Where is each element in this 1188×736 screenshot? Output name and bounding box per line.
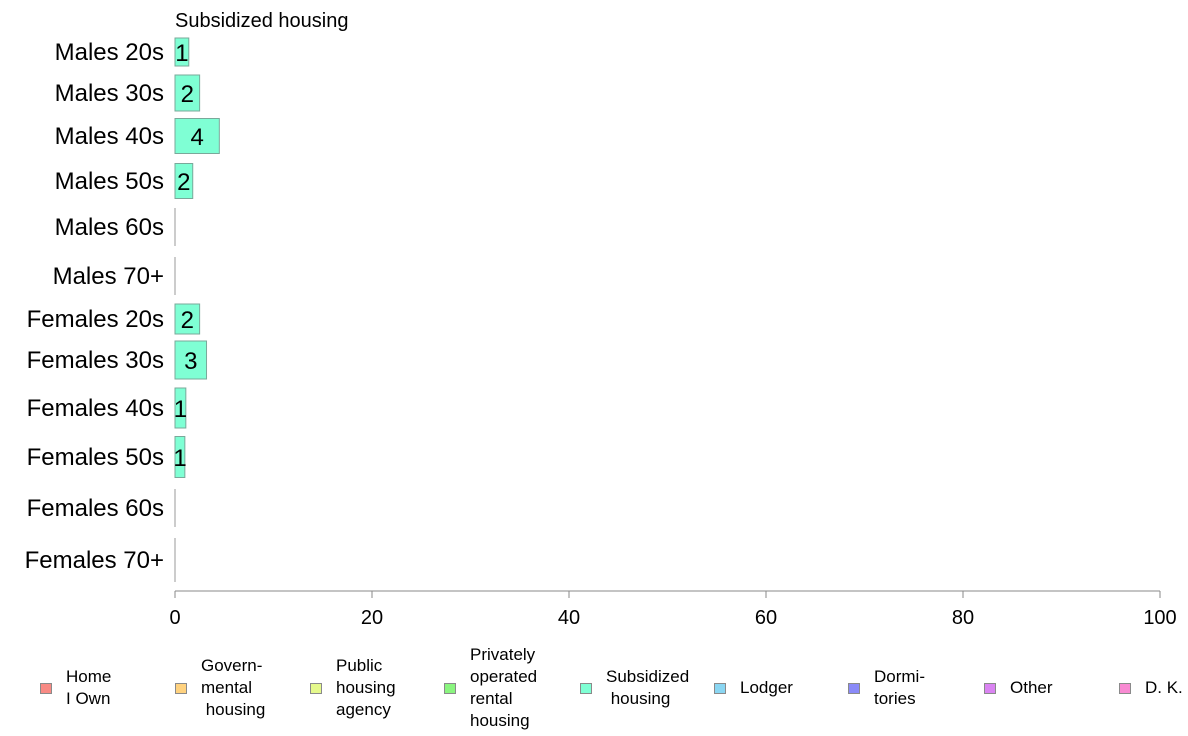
legend-swatch	[444, 682, 456, 694]
legend-swatch	[848, 682, 860, 694]
bar	[174, 340, 208, 380]
x-tick-label: 0	[169, 607, 180, 629]
bar	[174, 118, 220, 154]
category-label: Males 60s	[55, 214, 164, 241]
legend-item: Dormi- tories	[848, 640, 925, 736]
data-label: 1	[174, 396, 187, 423]
category-label: Females 70+	[25, 547, 164, 574]
legend-label: Privately operated rental housing	[470, 645, 538, 730]
bar	[174, 387, 187, 429]
data-label: 2	[177, 169, 190, 196]
data-label: 2	[181, 81, 194, 108]
bar	[174, 74, 201, 112]
bar	[174, 436, 186, 478]
legend-item: Lodger	[714, 640, 793, 736]
legend-swatch	[175, 682, 187, 694]
data-label: 3	[184, 348, 197, 375]
x-tick-label: 80	[952, 607, 974, 629]
legend-swatch	[984, 682, 996, 694]
legend-swatch	[1119, 682, 1131, 694]
category-label: Females 40s	[27, 395, 164, 422]
legend-swatch	[580, 682, 592, 694]
legend-item: Subsidized housing	[580, 640, 689, 736]
x-tick-label: 40	[558, 607, 580, 629]
category-label: Males 20s	[55, 39, 164, 66]
x-tick-label: 20	[361, 607, 383, 629]
category-label: Males 70+	[53, 263, 164, 290]
category-label: Males 30s	[55, 80, 164, 107]
category-label: Females 20s	[27, 306, 164, 333]
chart-title: Subsidized housing	[175, 10, 348, 32]
legend-label: Govern- mental housing	[201, 656, 266, 719]
legend: Home I Own Govern- mental housing Public h…	[0, 640, 1188, 736]
data-label: 2	[181, 307, 194, 334]
legend-swatch	[40, 682, 52, 694]
legend-item: Privately operated rental housing	[444, 640, 537, 736]
x-tick-label: 100	[1143, 607, 1176, 629]
legend-label: Dormi- tories	[874, 667, 925, 708]
category-label: Males 40s	[55, 123, 164, 150]
category-label: Females 50s	[27, 444, 164, 471]
data-label: 4	[190, 124, 203, 151]
legend-item: D. K.	[1119, 640, 1183, 736]
legend-item: Govern- mental housing	[175, 640, 265, 736]
bar	[174, 163, 194, 199]
category-label: Males 50s	[55, 168, 164, 195]
x-tick-label: 60	[755, 607, 777, 629]
legend-label: Subsidized housing	[606, 667, 690, 708]
category-label: Females 30s	[27, 347, 164, 374]
legend-item: Home I Own	[40, 640, 111, 736]
legend-label: Other	[1010, 678, 1053, 697]
legend-label: Public housing agency	[336, 656, 396, 719]
legend-item: Public housing agency	[310, 640, 396, 736]
legend-label: Home I Own	[66, 667, 112, 708]
bar	[174, 303, 201, 335]
data-label: 1	[173, 445, 186, 472]
data-label: 1	[175, 40, 188, 67]
legend-swatch	[714, 682, 726, 694]
legend-label: D. K.	[1145, 678, 1183, 697]
category-label: Females 60s	[27, 495, 164, 522]
legend-swatch	[310, 682, 322, 694]
bar	[174, 37, 190, 67]
legend-label: Lodger	[740, 678, 793, 697]
legend-item: Other	[984, 640, 1053, 736]
